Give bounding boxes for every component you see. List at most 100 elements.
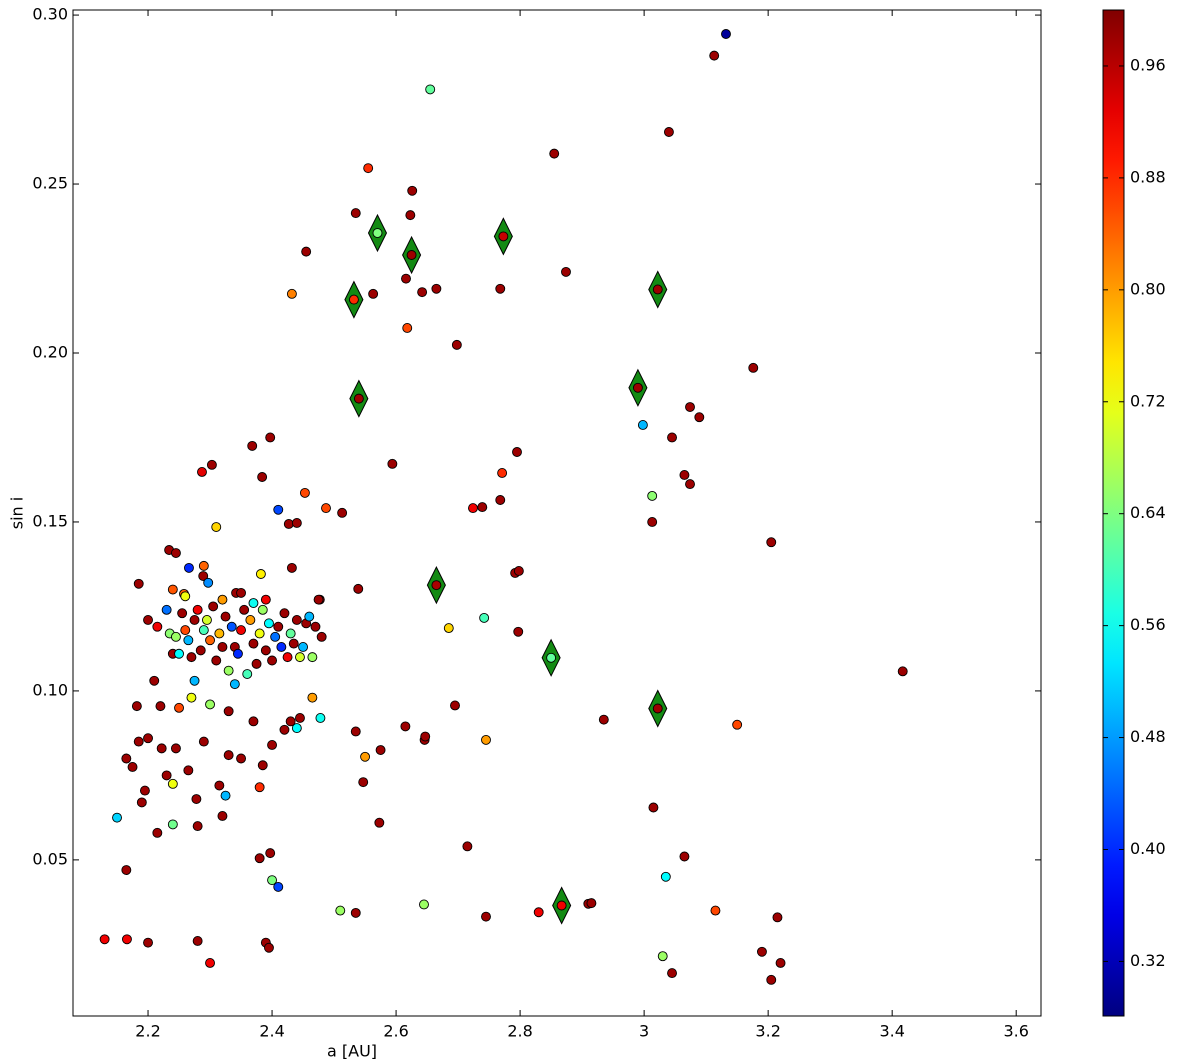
point [273,621,284,632]
point [208,601,219,612]
point [270,631,281,642]
point [245,615,256,625]
colorbar-tick-label: 0.40 [1130,839,1166,858]
point [267,655,278,666]
point [495,495,506,505]
point [184,562,194,573]
point [546,652,557,663]
point [133,736,144,747]
point [721,29,731,39]
point [211,655,222,666]
point [295,652,305,663]
point [313,594,324,605]
point [206,459,217,470]
point [198,736,209,747]
y-tick-label: 0.15 [32,511,68,530]
point [685,479,695,490]
point [363,163,374,174]
point [283,519,294,529]
colorbar-tick-label: 0.48 [1130,727,1166,746]
point [374,817,385,828]
y-tick-label: 0.25 [32,174,68,193]
point [479,612,490,623]
point [267,740,278,750]
point [286,562,297,573]
point [226,621,237,632]
point [198,560,209,571]
point [217,642,228,652]
point [143,615,153,625]
point [183,765,194,776]
point [310,621,321,632]
point [307,652,318,663]
point [375,745,386,756]
point [481,734,491,745]
point [431,283,442,294]
point [316,631,327,642]
point [766,974,777,985]
point [291,518,302,528]
point [155,701,166,712]
point [402,323,413,333]
point [217,810,228,821]
point [481,911,491,922]
point [99,934,110,945]
y-tick-label: 0.30 [32,5,68,24]
point [766,537,777,548]
point [709,50,720,61]
point [223,665,234,676]
point [663,127,674,137]
point [637,420,648,430]
point [192,821,203,832]
point [139,785,150,796]
point [131,701,142,712]
point [214,780,225,791]
point [267,875,278,886]
point [451,339,462,350]
point [248,638,259,649]
point [170,548,181,558]
point [660,871,671,882]
point [321,503,331,514]
plot-frame [72,9,1042,1017]
x-tick-label: 2.6 [383,1022,408,1041]
point [350,907,361,918]
point [304,611,315,622]
x-tick-label: 2.4 [259,1022,284,1041]
point [180,625,191,636]
point [149,675,160,686]
point [195,645,206,656]
point [248,598,259,609]
point [177,608,188,619]
point [462,841,473,852]
point [285,628,296,639]
point [425,84,436,95]
point [477,502,488,513]
point [186,652,197,663]
point [299,487,310,498]
point [273,504,284,515]
point [220,611,231,622]
point [772,912,783,923]
point [167,819,178,830]
point [183,635,194,646]
point [217,594,228,605]
point [694,412,705,423]
point [192,936,203,946]
point [236,587,247,598]
point [180,591,191,602]
point [372,228,383,238]
point [667,968,677,979]
point [657,951,668,962]
point [220,790,231,801]
point [143,733,153,744]
colorbar-tick-label: 0.96 [1130,55,1166,74]
point [127,761,138,772]
point [497,468,508,478]
point [561,266,571,277]
point [260,645,271,656]
point [401,273,411,284]
point [205,635,215,646]
